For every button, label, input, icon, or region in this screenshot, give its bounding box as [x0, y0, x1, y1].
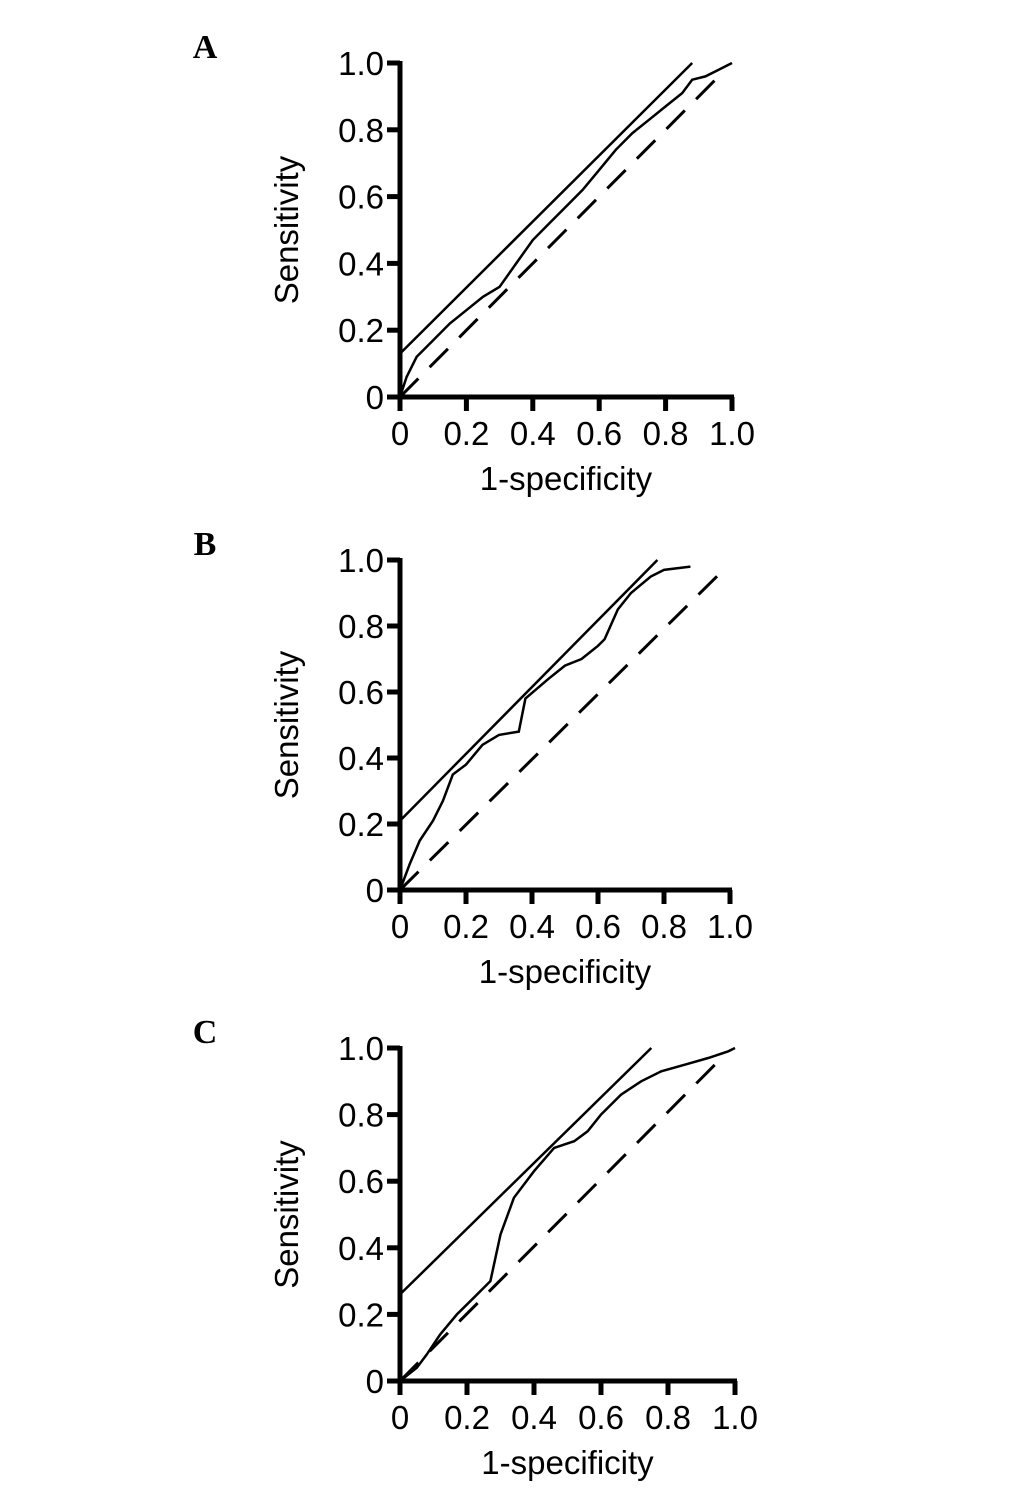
x-tick-label: 1.0: [712, 1399, 758, 1436]
y-tick-label: 0: [366, 1363, 384, 1400]
roc-line: [399, 1046, 736, 1382]
x-tick-label: 0.8: [645, 1399, 691, 1436]
reference-line: [398, 1056, 723, 1383]
y-tick-label: 0.6: [338, 179, 384, 216]
roc-line: [399, 1047, 653, 1296]
chart-panel: B 0 0.2 0.4 0.6 0.8 1.0 0 0.2 0.4 0.6 0.8 1.0 1-speci…: [194, 526, 753, 990]
x-tick-label: 0: [391, 908, 409, 945]
y-tick-label: 0.8: [338, 112, 384, 149]
x-axis-label: 1-specificity: [479, 953, 652, 990]
y-axis-label: Sensitivity: [268, 1140, 305, 1289]
panel-label: C: [193, 1014, 218, 1051]
x-tick-label: 1.0: [707, 908, 753, 945]
y-tick-label: 0.6: [338, 1163, 384, 1200]
x-tick-label: 1.0: [709, 415, 755, 452]
x-tick-label: 0.8: [643, 415, 689, 452]
x-tick-label: 0.6: [576, 415, 622, 452]
y-tick-label: 1.0: [338, 542, 384, 579]
y-tick-label: 0.8: [338, 1097, 384, 1134]
y-tick-label: 0.4: [338, 740, 384, 777]
x-tick-label: 0.2: [443, 415, 489, 452]
x-axis-label: 1-specificity: [480, 460, 653, 497]
chart-panel: A 0 0.2 0.4 0.6 0.8 1.0 0 0.2 0.4 0.6 0.8 1.0 1-speci…: [193, 29, 755, 497]
y-tick-label: 0.2: [338, 312, 384, 349]
y-tick-label: 1.0: [338, 45, 384, 82]
reference-line: [398, 75, 720, 399]
x-tick-label: 0: [391, 1399, 409, 1436]
roc-line: [398, 61, 733, 398]
y-tick-label: 0.8: [338, 608, 384, 645]
y-tick-label: 0.4: [338, 245, 384, 282]
y-axis-label: Sensitivity: [268, 155, 305, 304]
y-tick-label: 0: [366, 379, 384, 416]
roc-line: [398, 565, 691, 891]
x-tick-label: 0.8: [641, 908, 687, 945]
roc-line: [399, 62, 694, 355]
chart-panel: C 0 0.2 0.4 0.6 0.8 1.0 0 0.2 0.4 0.6 0.8 1.0 1-speci…: [193, 1014, 758, 1481]
x-tick-label: 0.2: [444, 1399, 490, 1436]
x-tick-label: 0.2: [443, 908, 489, 945]
y-tick-label: 0.4: [338, 1230, 384, 1267]
x-tick-label: 0.6: [575, 908, 621, 945]
x-tick-label: 0: [391, 415, 409, 452]
y-tick-label: 1.0: [338, 1030, 384, 1067]
x-tick-label: 0.4: [510, 415, 556, 452]
y-tick-label: 0: [366, 872, 384, 909]
y-tick-label: 0.2: [338, 806, 384, 843]
roc-line: [399, 559, 659, 822]
panel-label: A: [193, 29, 218, 66]
reference-line: [398, 572, 722, 892]
panel-label: B: [194, 526, 217, 563]
y-axis-label: Sensitivity: [268, 650, 305, 799]
x-tick-label: 0.6: [578, 1399, 624, 1436]
y-tick-label: 0.2: [338, 1296, 384, 1333]
x-tick-label: 0.4: [511, 1399, 557, 1436]
x-axis-label: 1-specificity: [481, 1444, 654, 1481]
y-tick-label: 0.6: [338, 674, 384, 711]
x-tick-label: 0.4: [509, 908, 555, 945]
